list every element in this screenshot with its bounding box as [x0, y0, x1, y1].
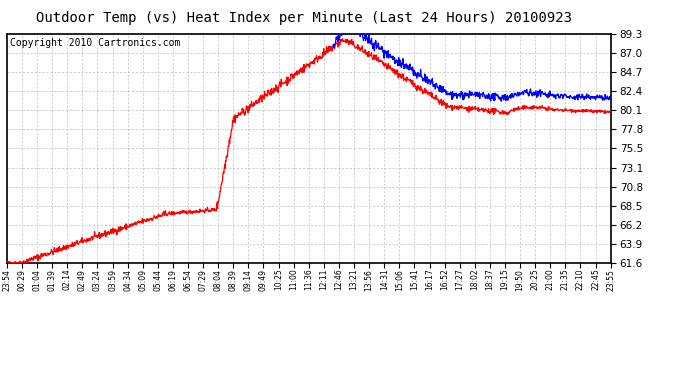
Text: Outdoor Temp (vs) Heat Index per Minute (Last 24 Hours) 20100923: Outdoor Temp (vs) Heat Index per Minute …: [36, 11, 571, 25]
Text: Copyright 2010 Cartronics.com: Copyright 2010 Cartronics.com: [10, 38, 180, 48]
